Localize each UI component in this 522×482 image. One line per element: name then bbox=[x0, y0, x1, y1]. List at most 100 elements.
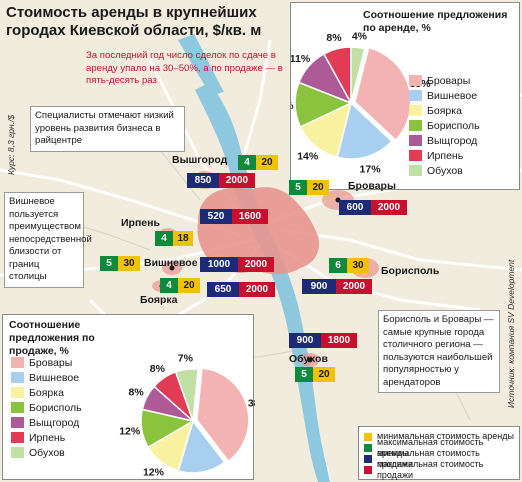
sale-range-boryspil: 900 2000 bbox=[302, 279, 372, 294]
rent-max-vyshgorod: 20 bbox=[256, 155, 278, 170]
rent-range-vyshgorod: 4 20 bbox=[238, 155, 278, 170]
pie-legend-label: Боярка bbox=[427, 104, 462, 117]
city-name-brovary: Бровары bbox=[348, 180, 396, 192]
pie-legend-swatch bbox=[409, 120, 422, 131]
rent-max-vishnevoe: 30 bbox=[118, 256, 140, 271]
rent-min-brovary: 5 bbox=[289, 180, 307, 195]
pie-slice-0 bbox=[354, 46, 412, 142]
sale-share-panel: Соотношение предложения по продаже, % 38… bbox=[2, 314, 255, 481]
rent-min-obukhov: 5 bbox=[295, 367, 313, 382]
legend-swatch bbox=[364, 465, 372, 474]
pie-legend-item: Вишневое bbox=[409, 88, 480, 103]
rent-share-title: Соотношение предложения по аренде, % bbox=[363, 9, 508, 34]
legend-rent-max: максимальная стоимость аренды bbox=[364, 437, 514, 458]
sale-min-boyarka: 650 bbox=[207, 282, 239, 297]
deals-note: За последний год число сделок по сдаче в… bbox=[86, 50, 283, 86]
pie-legend-label: Борисполь bbox=[29, 401, 82, 414]
sale-min-vishnevoe: 1000 bbox=[200, 257, 238, 272]
sale-pie-legend: Бровары Вишневое Боярка Борисполь Выщгород Ир… bbox=[11, 355, 82, 460]
rent-max-brovary: 20 bbox=[307, 180, 329, 195]
legend-swatch bbox=[364, 432, 372, 441]
pie-percent-label: 17% bbox=[360, 163, 382, 175]
sale-pie: 38% 15% 12% 12% 8% 8% 7% bbox=[119, 352, 255, 481]
sale-max-boyarka: 2000 bbox=[239, 282, 275, 297]
city-name-vyshgorod: Вышгород bbox=[172, 154, 228, 166]
rent-min-boryspil: 6 bbox=[329, 258, 347, 273]
pie-slice-6 bbox=[350, 46, 366, 104]
page-title: Стоимость аренды в крупнейших городах Ки… bbox=[6, 4, 262, 39]
pie-percent-label: 8% bbox=[129, 387, 145, 399]
pie-legend-item: Обухов bbox=[409, 163, 480, 178]
pie-legend-label: Ирпень bbox=[29, 431, 66, 444]
sale-min-boryspil: 900 bbox=[302, 279, 336, 294]
pie-legend-label: Ирпень bbox=[427, 149, 464, 162]
pie-legend-item: Боярка bbox=[11, 385, 82, 400]
city-name-boyarka: Боярка bbox=[140, 294, 178, 306]
sale-max-vyshgorod: 2000 bbox=[219, 173, 255, 188]
legend-sale-max: максимальная стоимость продажи bbox=[364, 459, 514, 480]
kyiv-city bbox=[197, 187, 320, 275]
sale-max-brovary: 2000 bbox=[371, 200, 407, 215]
sale-range-brovary: 600 2000 bbox=[339, 200, 407, 215]
exchange-rate-label: Курс: 8,3 грн./$ bbox=[6, 114, 16, 175]
sale-max-kyiv: 1600 bbox=[232, 209, 268, 224]
legend-swatch bbox=[364, 443, 372, 452]
pie-percent-label: 14% bbox=[297, 150, 319, 162]
pie-legend-swatch bbox=[11, 357, 24, 368]
pie-legend-item: Выщгород bbox=[11, 415, 82, 430]
pie-percent-label: 4% bbox=[352, 31, 368, 43]
pie-legend-label: Вишневое bbox=[427, 89, 478, 102]
rent-range-obukhov: 5 20 bbox=[295, 367, 335, 382]
pie-percent-label: 12% bbox=[119, 426, 141, 438]
rent-pie: 33%17%14%13%11%8%4% bbox=[291, 31, 431, 176]
rent-min-vyshgorod: 4 bbox=[238, 155, 256, 170]
pie-legend-item: Ирпень bbox=[409, 148, 480, 163]
pie-slice-1 bbox=[336, 101, 393, 160]
city-name-obukhov: Обухов bbox=[289, 353, 328, 365]
pie-legend-swatch bbox=[409, 135, 422, 146]
pie-slice-6 bbox=[174, 368, 200, 422]
pie-legend-item: Вишневое bbox=[11, 370, 82, 385]
pie-legend-label: Обухов bbox=[29, 446, 65, 459]
pie-percent-label: 12% bbox=[143, 466, 165, 478]
pie-legend-label: Бровары bbox=[29, 356, 73, 369]
pie-percent-label: 15% bbox=[194, 479, 216, 481]
pie-legend-item: Боярка bbox=[409, 103, 480, 118]
sale-max-boryspil: 2000 bbox=[336, 279, 372, 294]
pie-legend-swatch bbox=[409, 75, 422, 86]
sale-range-boyarka: 650 2000 bbox=[207, 282, 275, 297]
pie-legend-swatch bbox=[11, 372, 24, 383]
sale-min-obukhov: 900 bbox=[289, 333, 321, 348]
legend-swatch bbox=[364, 454, 372, 463]
pie-legend-label: Обухов bbox=[427, 164, 463, 177]
pie-legend-label: Вишневое bbox=[29, 371, 80, 384]
sale-range-kyiv: 520 1600 bbox=[200, 209, 268, 224]
city-name-vishnevoe: Вишневое bbox=[144, 257, 198, 269]
pie-legend-label: Бровары bbox=[427, 74, 471, 87]
rent-min-vishnevoe: 5 bbox=[100, 256, 118, 271]
city-name-boryspil: Борисполь bbox=[381, 265, 440, 277]
pie-legend-label: Боярка bbox=[29, 386, 64, 399]
sale-min-kyiv: 520 bbox=[200, 209, 232, 224]
pie-legend-swatch bbox=[409, 105, 422, 116]
rent-range-boyarka: 4 20 bbox=[160, 278, 200, 293]
pie-legend-swatch bbox=[11, 447, 24, 458]
sale-max-vishnevoe: 2000 bbox=[238, 257, 274, 272]
sale-share-title: Соотношение предложения по продаже, % bbox=[9, 319, 95, 357]
pie-legend-label: Выщгород bbox=[29, 416, 80, 429]
pie-legend-swatch bbox=[11, 432, 24, 443]
pie-slice-0 bbox=[196, 367, 250, 463]
pie-legend-label: Выщгород bbox=[427, 134, 478, 147]
pie-percent-label: 8% bbox=[326, 32, 342, 44]
rent-max-boyarka: 20 bbox=[178, 278, 200, 293]
boryspil-note: Борисполь и Бровары — самые крупные горо… bbox=[378, 310, 500, 393]
pie-legend-swatch bbox=[11, 387, 24, 398]
pie-legend-item: Выщгород bbox=[409, 133, 480, 148]
pie-legend-item: Бровары bbox=[409, 73, 480, 88]
rent-range-boryspil: 6 30 bbox=[329, 258, 369, 273]
pie-percent-label: 13% bbox=[291, 100, 294, 112]
pie-percent-label: 7% bbox=[178, 352, 194, 364]
pie-legend-item: Обухов bbox=[11, 445, 82, 460]
legend-rent-min: минимальная стоимость аренды bbox=[364, 431, 514, 442]
